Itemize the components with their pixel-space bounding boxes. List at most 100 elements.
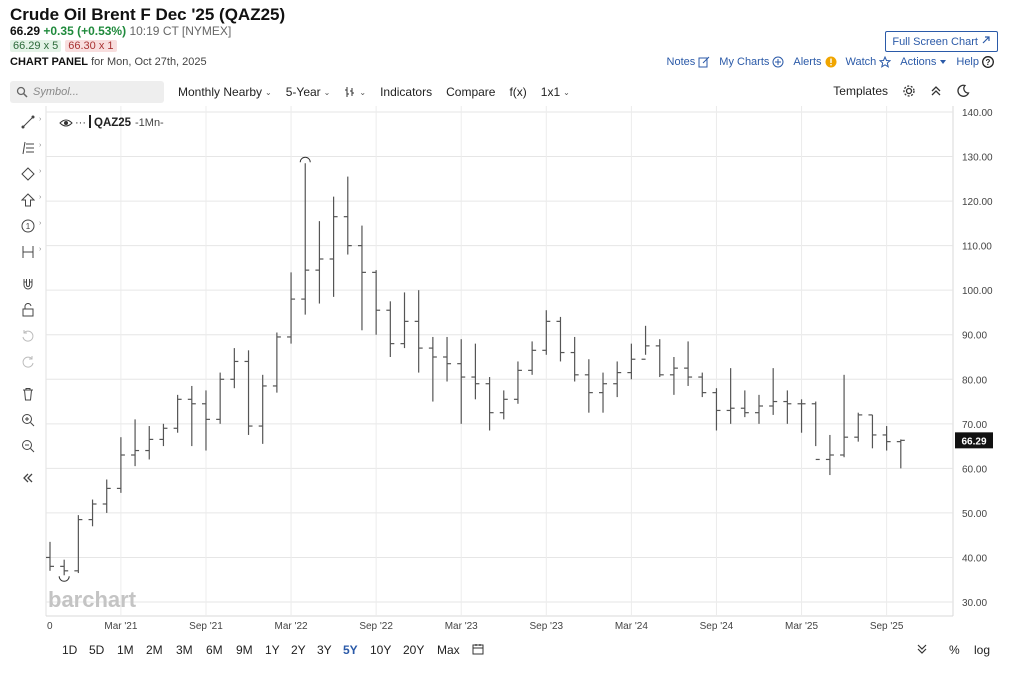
quote-time: 10:19 CT [NYMEX] xyxy=(129,24,232,38)
arrow-up-icon xyxy=(21,193,35,207)
ohlc-bar xyxy=(428,336,437,402)
chart-grid xyxy=(45,106,954,617)
chart-toolbar: Symbol... Monthly Nearby ⌄ 5-Year ⌄ ⌄ Indi… xyxy=(10,79,1000,105)
legend-symbol: QAZ25 xyxy=(94,117,132,129)
range-9m[interactable]: 9M xyxy=(236,643,253,657)
range-5y[interactable]: 5Y xyxy=(343,643,358,657)
ohlc-bar xyxy=(528,341,537,375)
ohlc-bar xyxy=(655,339,664,378)
notes-link[interactable]: Notes xyxy=(667,56,711,68)
ohlc-bar xyxy=(811,401,820,461)
y-axis: 140.00 130.00 120.00 110.00 100.00 90.00 80.00… xyxy=(962,108,993,609)
period-dropdown[interactable]: Monthly Nearby ⌄ xyxy=(178,85,272,99)
last-price-label: 66.29 xyxy=(961,436,986,447)
ohlc-bar xyxy=(201,390,210,451)
plus-circle-icon xyxy=(772,56,784,68)
x-tick-label: 0 xyxy=(47,621,53,632)
actions-link[interactable]: Actions xyxy=(900,56,947,68)
full-screen-chart-button[interactable]: Full Screen Chart xyxy=(885,31,998,52)
range-1d[interactable]: 1D xyxy=(62,643,78,657)
watch-label: Watch xyxy=(845,56,877,68)
redo-tool[interactable] xyxy=(18,352,38,372)
ohlc-bar xyxy=(102,479,111,513)
panel-date: for Mon, Oct 27th, 2025 xyxy=(91,56,207,68)
shapes-tool[interactable]: › xyxy=(18,164,41,184)
collapse-up-icon[interactable] xyxy=(930,85,942,97)
price-chart[interactable]: barchart 140.00130.00120.00110.00100.009… xyxy=(0,106,1028,636)
measure-tool[interactable]: › xyxy=(18,242,42,262)
annotation-tool[interactable]: 1 › xyxy=(18,216,42,236)
zoom-out-tool[interactable] xyxy=(18,436,38,456)
ohlc-bar xyxy=(372,270,381,335)
my-charts-link[interactable]: My Charts xyxy=(719,56,784,68)
ohlc-bar xyxy=(797,399,806,433)
alerts-link[interactable]: Alerts xyxy=(793,56,837,68)
lock-tool[interactable] xyxy=(18,300,38,320)
symbol-search[interactable]: Symbol... xyxy=(10,81,164,103)
ohlc-bar xyxy=(216,372,225,424)
y-tick-label: 50.00 xyxy=(962,509,987,520)
compare-button[interactable]: Compare xyxy=(446,85,496,99)
trendline-tool[interactable]: › xyxy=(18,112,41,132)
range-1y[interactable]: 1Y xyxy=(265,643,280,657)
range-bar: 1D 5D 1M 2M 3M 6M 9M 1Y 2Y 3Y 5Y 10Y 20Y Max% log xyxy=(0,638,1028,662)
range-2m[interactable]: 2M xyxy=(146,643,163,657)
x-tick-label: Sep '22 xyxy=(359,621,393,632)
double-chevron-down-icon[interactable] xyxy=(917,643,927,658)
fx-button[interactable]: f(x) xyxy=(509,85,527,99)
calendar-icon[interactable] xyxy=(472,643,484,658)
magnet-tool[interactable] xyxy=(18,274,38,294)
percent-toggle[interactable]: % xyxy=(949,643,960,657)
chevron-right-icon: › xyxy=(39,246,42,253)
watch-link[interactable]: Watch xyxy=(846,56,892,68)
bar-type-dropdown[interactable]: ⌄ xyxy=(344,86,366,98)
range-2y[interactable]: 2Y xyxy=(291,643,306,657)
range-dropdown[interactable]: 5-Year ⌄ xyxy=(286,85,331,99)
price-change: +0.35 (+0.53%) xyxy=(43,24,127,38)
templates-button[interactable]: Templates xyxy=(833,84,888,98)
collapse-toolbar-button[interactable] xyxy=(18,468,38,488)
range-1m[interactable]: 1M xyxy=(117,643,134,657)
range-10y[interactable]: 10Y xyxy=(370,643,392,657)
range-6m[interactable]: 6M xyxy=(206,643,223,657)
log-toggle[interactable]: log xyxy=(974,643,991,657)
chevron-right-icon: › xyxy=(39,220,42,227)
x-tick-label: Sep '25 xyxy=(870,621,904,632)
layout-dropdown[interactable]: 1x1 ⌄ xyxy=(541,85,570,99)
gear-icon[interactable] xyxy=(902,84,916,98)
undo-tool[interactable] xyxy=(18,326,38,346)
zoom-in-tool[interactable] xyxy=(18,410,38,430)
header-links: Notes My Charts Alerts Watch Actions Hel… xyxy=(667,56,994,68)
help-link[interactable]: Help ? xyxy=(956,56,994,68)
page-title: Crude Oil Brent F Dec '25 (QAZ25) xyxy=(10,5,286,24)
ohlc-bar xyxy=(357,225,366,331)
layout-label: 1x1 xyxy=(540,85,561,99)
svg-text:1: 1 xyxy=(26,222,31,231)
chevron-down-icon: ⌄ xyxy=(563,87,570,97)
x-tick-label: Mar '25 xyxy=(785,621,818,632)
chevron-right-icon: › xyxy=(39,142,42,149)
alert-badge-icon xyxy=(825,56,837,68)
range-max[interactable]: Max xyxy=(437,643,460,657)
range-3y[interactable]: 3Y xyxy=(317,643,332,657)
range-3m[interactable]: 3M xyxy=(176,643,193,657)
notes-label: Notes xyxy=(666,56,696,68)
ohlc-bar xyxy=(145,426,154,460)
trash-icon xyxy=(23,388,33,401)
delete-tool[interactable] xyxy=(18,384,38,404)
ohlc-bar xyxy=(173,394,182,433)
range-5d[interactable]: 5D xyxy=(89,643,105,657)
fibonacci-tool[interactable]: › xyxy=(18,138,42,158)
arrow-tool[interactable]: › xyxy=(18,190,41,210)
indicators-button[interactable]: Indicators xyxy=(380,85,433,99)
x-tick-label: Mar '21 xyxy=(104,621,137,632)
ohlc-bar xyxy=(513,361,522,404)
eye-icon[interactable] xyxy=(59,119,73,127)
legend-menu-icon[interactable]: ··· xyxy=(75,117,86,129)
low-marker xyxy=(58,576,70,582)
symbol-placeholder: Symbol... xyxy=(33,86,79,98)
dark-mode-icon[interactable] xyxy=(956,84,970,98)
caret-down-icon xyxy=(940,60,947,64)
range-20y[interactable]: 20Y xyxy=(403,643,425,657)
help-label: Help xyxy=(956,56,979,68)
